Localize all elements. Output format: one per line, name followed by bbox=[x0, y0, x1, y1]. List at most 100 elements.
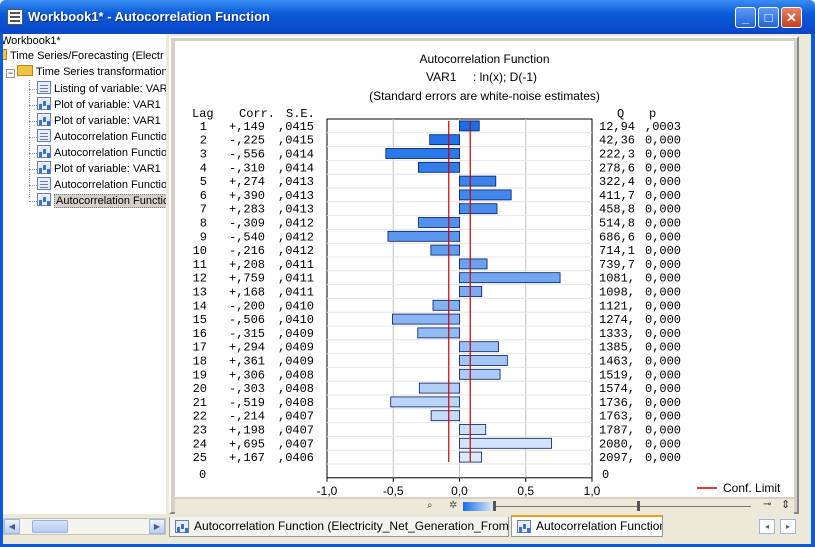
p-value: 0,000 bbox=[645, 230, 681, 244]
p-value: 0,000 bbox=[645, 396, 681, 410]
tab-next-icon[interactable]: ▸ bbox=[780, 519, 796, 534]
graph-icon bbox=[37, 113, 51, 126]
zero-lag-label: 0 bbox=[199, 468, 207, 482]
tree-item[interactable]: Plot of variable: VAR1 bbox=[37, 161, 161, 176]
q-value: 1274, bbox=[599, 313, 635, 327]
tab-autocorrelation-function[interactable]: Autocorrelation Function bbox=[511, 515, 663, 537]
zoom-icon[interactable]: ⌕ bbox=[427, 500, 433, 511]
tree-connector bbox=[29, 121, 37, 122]
graph-icon bbox=[175, 520, 189, 533]
tree-item[interactable]: Plot of variable: VAR1 bbox=[37, 97, 161, 112]
acf-bar bbox=[392, 313, 460, 325]
collapse-icon[interactable]: − bbox=[6, 68, 15, 78]
spreadsheet-icon bbox=[37, 81, 51, 94]
lag-label: 18 bbox=[193, 355, 207, 369]
corr-value: -,540 bbox=[229, 230, 265, 244]
pan-icon[interactable]: ⊸ bbox=[763, 499, 772, 510]
p-value: 0,000 bbox=[645, 217, 681, 231]
p-value: 0,000 bbox=[645, 299, 681, 313]
x-tick-label: 1,0 bbox=[584, 484, 601, 497]
se-value: ,0411 bbox=[278, 272, 314, 286]
spreadsheet-icon bbox=[37, 129, 51, 142]
acf-bar bbox=[390, 396, 460, 408]
p-value: 0,000 bbox=[645, 134, 681, 148]
p-value: 0,000 bbox=[645, 189, 681, 203]
settings-icon[interactable]: ✲ bbox=[449, 500, 458, 511]
se-value: ,0406 bbox=[278, 451, 314, 465]
lag-label: 15 bbox=[193, 313, 207, 327]
legend-label: Conf. Limit bbox=[723, 481, 781, 495]
lag-label: 22 bbox=[193, 410, 207, 424]
brush-color-icon[interactable] bbox=[463, 502, 493, 511]
title-bar[interactable]: Workbook1* - Autocorrelation Function _ … bbox=[0, 0, 815, 34]
tree-subgroup-label: Time Series transformation bbox=[36, 66, 166, 78]
corr-value: -,315 bbox=[229, 327, 265, 341]
tree-item[interactable]: Autocorrelation Functio bbox=[37, 193, 166, 208]
q-value: 411,7 bbox=[599, 189, 635, 203]
tree-item[interactable]: Autocorrelation Functio bbox=[37, 145, 166, 160]
q-value: 1574, bbox=[599, 382, 635, 396]
tree-horizontal-scrollbar[interactable]: ◀ ▶ bbox=[3, 518, 166, 535]
tree-connector bbox=[29, 137, 37, 138]
se-value: ,0414 bbox=[278, 148, 314, 162]
corr-value: -,303 bbox=[229, 382, 265, 396]
acf-bar bbox=[430, 410, 460, 422]
se-value: ,0407 bbox=[278, 410, 314, 424]
scroll-thumb[interactable] bbox=[32, 520, 68, 533]
tree-connector bbox=[29, 185, 37, 186]
p-value: 0,000 bbox=[645, 244, 681, 258]
slider-handle-right[interactable] bbox=[637, 501, 640, 511]
se-value: ,0407 bbox=[278, 424, 314, 438]
se-value: ,0412 bbox=[278, 217, 314, 231]
q-value: 1763, bbox=[599, 410, 635, 424]
graph-toolbar: ⌕ ✲ ⊸ ⇕ bbox=[175, 499, 794, 514]
header-se: S.E. bbox=[286, 107, 315, 121]
tree-connector bbox=[29, 169, 37, 170]
corr-value: +,695 bbox=[229, 437, 265, 451]
tree-item[interactable]: Autocorrelation Functio bbox=[37, 129, 166, 144]
q-value: 1463, bbox=[599, 355, 635, 369]
q-value: 322,4 bbox=[599, 175, 635, 189]
acf-bar bbox=[459, 424, 487, 435]
se-value: ,0411 bbox=[278, 286, 314, 300]
corr-value: +,149 bbox=[229, 120, 265, 134]
tab-autocorrelation-electricity[interactable]: Autocorrelation Function (Electricity_Ne… bbox=[169, 517, 509, 537]
se-value: ,0408 bbox=[278, 368, 314, 382]
tree-connector bbox=[29, 80, 30, 197]
tab-label: Autocorrelation Function (Electricity_Ne… bbox=[194, 519, 509, 533]
scroll-right-icon[interactable]: ▶ bbox=[149, 519, 165, 534]
tab-prev-icon[interactable]: ◂ bbox=[759, 519, 775, 534]
graph-icon bbox=[37, 145, 51, 158]
close-button[interactable]: ✕ bbox=[781, 7, 802, 28]
header-lag: Lag bbox=[192, 107, 214, 121]
tree-item-label: Plot of variable: VAR1 bbox=[54, 115, 161, 127]
tree-item[interactable]: Listing of variable: VAR bbox=[37, 81, 166, 96]
tree-item-label: Autocorrelation Functio bbox=[54, 194, 166, 208]
scroll-left-icon[interactable]: ◀ bbox=[4, 519, 20, 534]
expand-icon[interactable]: ⇕ bbox=[781, 499, 791, 511]
lag-label: 10 bbox=[193, 244, 207, 258]
tree-subgroup[interactable]: Time Series transformation bbox=[17, 65, 166, 80]
p-value: ,0003 bbox=[645, 120, 681, 134]
slider-handle-left[interactable] bbox=[493, 501, 496, 511]
tree-root[interactable]: Workbook1* bbox=[3, 34, 61, 49]
maximize-button[interactable]: □ bbox=[758, 7, 779, 28]
lag-label: 13 bbox=[193, 286, 207, 300]
corr-value: -,310 bbox=[229, 161, 265, 175]
tree-item[interactable]: Plot of variable: VAR1 bbox=[37, 113, 161, 128]
corr-value: -,216 bbox=[229, 244, 265, 258]
tree-item[interactable]: Autocorrelation Functio bbox=[37, 177, 166, 192]
tree-group[interactable]: Time Series/Forecasting (Electr bbox=[3, 49, 164, 64]
se-value: ,0413 bbox=[278, 189, 314, 203]
graph-slider-track[interactable] bbox=[493, 506, 751, 507]
tree-connector bbox=[29, 89, 37, 90]
acf-bar bbox=[459, 189, 512, 201]
lag-label: 9 bbox=[200, 230, 207, 244]
p-value: 0,000 bbox=[645, 451, 681, 465]
folder-icon bbox=[3, 49, 7, 60]
p-value: 0,000 bbox=[645, 148, 681, 162]
se-value: ,0409 bbox=[278, 327, 314, 341]
header-corr: Corr. bbox=[239, 107, 276, 121]
p-value: 0,000 bbox=[645, 341, 681, 355]
minimize-button[interactable]: _ bbox=[735, 7, 756, 28]
